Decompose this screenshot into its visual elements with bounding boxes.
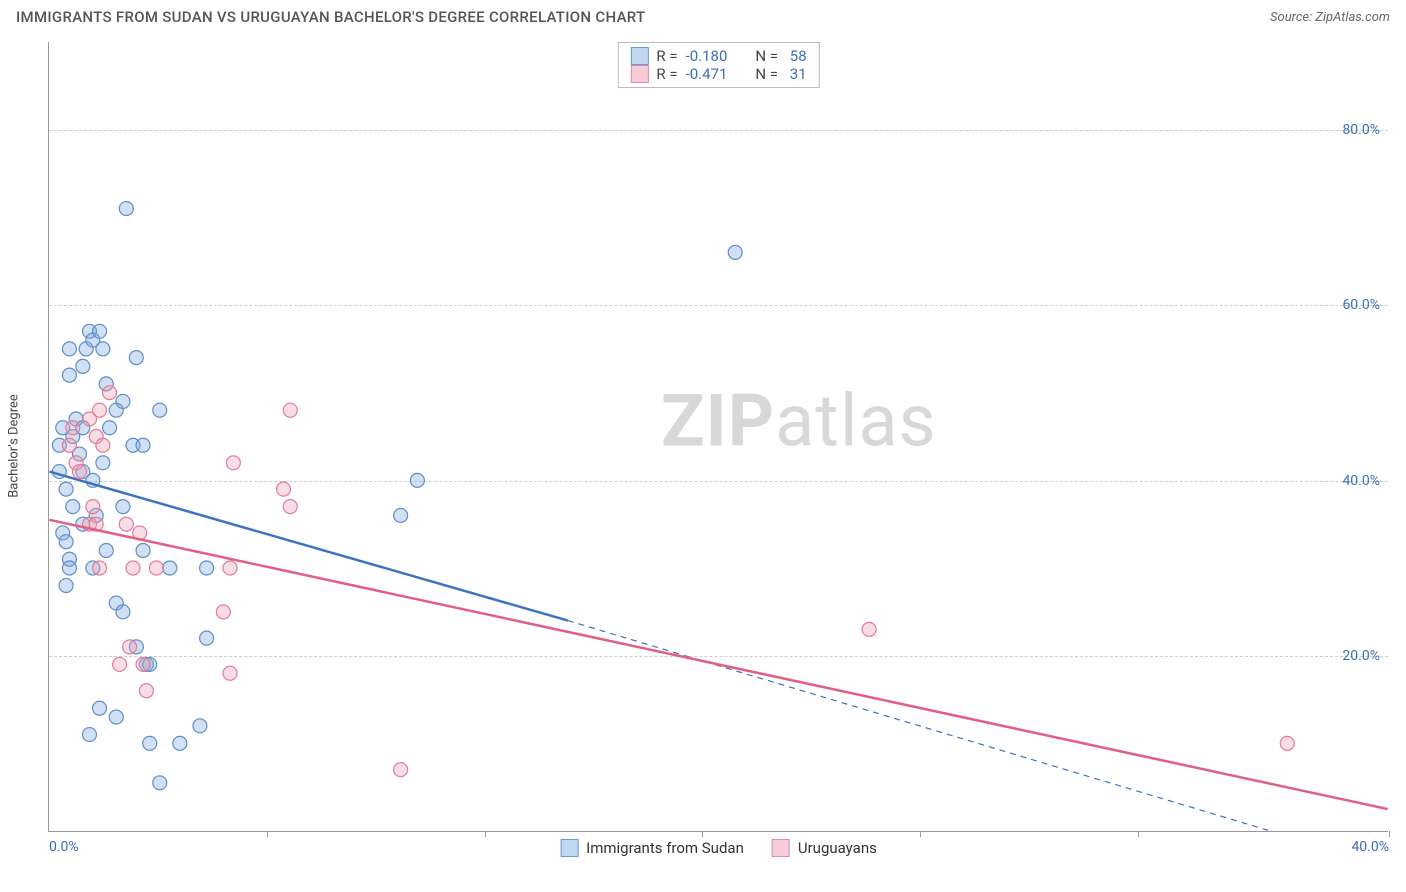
legend-series-item: Immigrants from Sudan <box>560 839 744 857</box>
data-point <box>103 386 117 400</box>
data-point <box>93 561 107 575</box>
source-attribution: Source: ZipAtlas.com <box>1270 10 1390 25</box>
data-point <box>136 438 150 452</box>
legend-r-value: -0.471 <box>686 65 728 83</box>
data-point <box>1280 736 1294 750</box>
xtick <box>485 831 486 837</box>
xtick-label: 0.0% <box>49 839 79 855</box>
chart-title: IMMIGRANTS FROM SUDAN VS URUGUAYAN BACHE… <box>16 8 646 26</box>
xtick <box>1138 831 1139 837</box>
legend-swatch <box>560 839 578 857</box>
data-point <box>119 202 133 216</box>
scatter-plot <box>49 42 1388 831</box>
chart-area: ZIPatlas R =-0.180N = 58R =-0.471N = 31 … <box>48 42 1388 832</box>
data-point <box>728 245 742 259</box>
data-point <box>223 561 237 575</box>
legend-swatch <box>630 65 648 83</box>
data-point <box>62 342 76 356</box>
legend-series-item: Uruguayans <box>772 839 877 857</box>
data-point <box>66 421 80 435</box>
data-point <box>200 631 214 645</box>
xtick <box>1389 831 1390 837</box>
data-point <box>62 561 76 575</box>
legend-series-label: Immigrants from Sudan <box>586 839 744 857</box>
data-point <box>59 482 73 496</box>
legend-n-value: 31 <box>786 65 807 83</box>
data-point <box>223 666 237 680</box>
legend-r-label: R = <box>656 47 677 65</box>
legend-stat-row: R = -0.180 N = 58 <box>630 47 806 65</box>
data-point <box>139 684 153 698</box>
data-point <box>109 710 123 724</box>
legend-series-label: Uruguayans <box>798 839 877 857</box>
regression-line-extrapolated <box>568 621 1271 831</box>
data-point <box>136 543 150 557</box>
legend-n-label: N = <box>755 47 778 65</box>
legend-stat-row: R = -0.471 N = 31 <box>630 65 806 83</box>
data-point <box>96 342 110 356</box>
data-point <box>96 438 110 452</box>
header: IMMIGRANTS FROM SUDAN VS URUGUAYAN BACHE… <box>0 0 1406 30</box>
data-point <box>59 579 73 593</box>
data-point <box>72 465 86 479</box>
regression-line <box>49 472 568 621</box>
data-point <box>96 456 110 470</box>
data-point <box>163 561 177 575</box>
data-point <box>62 368 76 382</box>
data-point <box>283 500 297 514</box>
data-point <box>99 543 113 557</box>
legend-r-label: R = <box>656 65 677 83</box>
data-point <box>62 438 76 452</box>
data-point <box>93 403 107 417</box>
xtick-label: 40.0% <box>1351 839 1389 855</box>
data-point <box>394 508 408 522</box>
data-point <box>153 776 167 790</box>
data-point <box>59 535 73 549</box>
data-point <box>93 701 107 715</box>
legend-stats: R = -0.180 N = 58 R = -0.471 N = 31 <box>617 42 819 88</box>
data-point <box>129 351 143 365</box>
data-point <box>113 657 127 671</box>
data-point <box>136 657 150 671</box>
xtick <box>267 831 268 837</box>
data-point <box>116 500 130 514</box>
data-point <box>173 736 187 750</box>
data-point <box>116 394 130 408</box>
data-point <box>103 421 117 435</box>
data-point <box>76 359 90 373</box>
legend-n-value: 58 <box>786 47 807 65</box>
data-point <box>216 605 230 619</box>
data-point <box>66 500 80 514</box>
data-point <box>123 640 137 654</box>
data-point <box>119 517 133 531</box>
data-point <box>226 456 240 470</box>
xtick <box>702 831 703 837</box>
legend-r-value: -0.180 <box>686 47 728 65</box>
data-point <box>116 605 130 619</box>
regression-line <box>49 520 1387 809</box>
data-point <box>83 728 97 742</box>
legend-n-label: N = <box>755 65 778 83</box>
data-point <box>143 736 157 750</box>
data-point <box>126 561 140 575</box>
data-point <box>200 561 214 575</box>
data-point <box>410 473 424 487</box>
data-point <box>153 403 167 417</box>
y-axis-label: Bachelor's Degree <box>7 394 22 498</box>
data-point <box>394 763 408 777</box>
xtick <box>920 831 921 837</box>
legend-series: Immigrants from Sudan Uruguayans <box>560 839 877 857</box>
data-point <box>277 482 291 496</box>
legend-swatch <box>772 839 790 857</box>
data-point <box>283 403 297 417</box>
data-point <box>193 719 207 733</box>
data-point <box>862 622 876 636</box>
data-point <box>86 500 100 514</box>
data-point <box>93 324 107 338</box>
legend-swatch <box>630 47 648 65</box>
data-point <box>149 561 163 575</box>
